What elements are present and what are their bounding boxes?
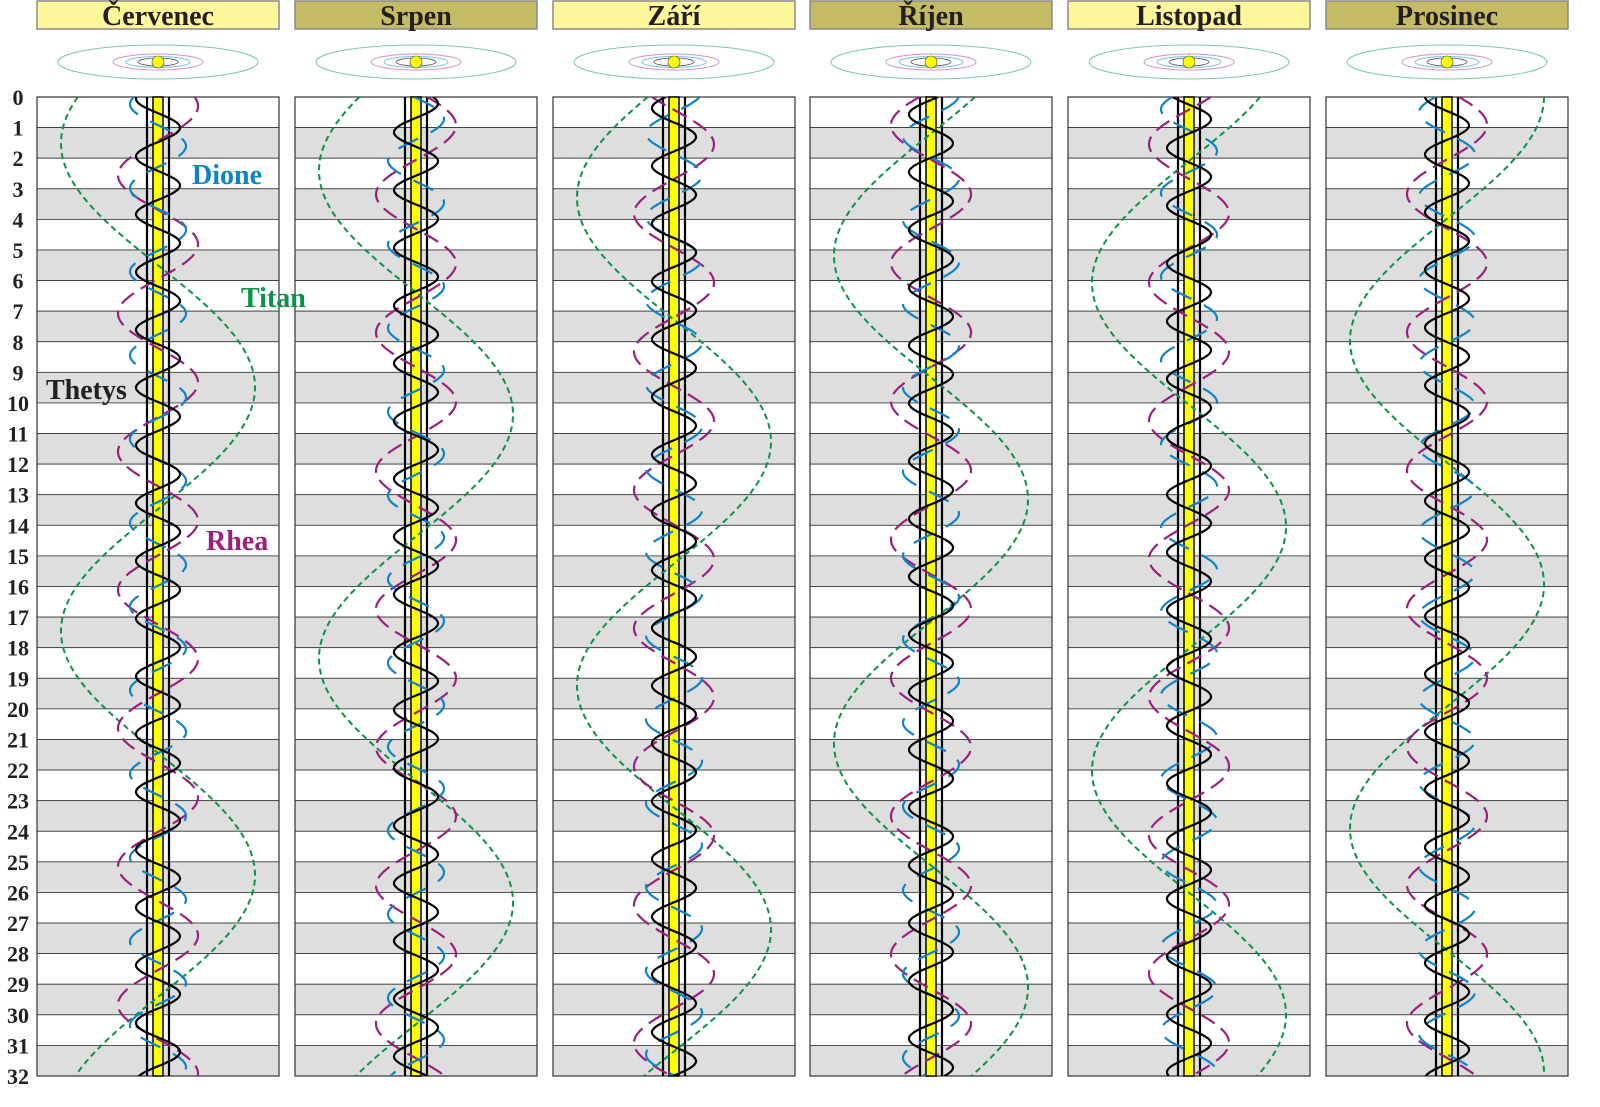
day-label: 28 (7, 942, 29, 967)
day-label: 4 (13, 207, 24, 232)
orbit-icon (57, 44, 259, 80)
moon-path-titan (833, 97, 1029, 1076)
day-label: 21 (7, 727, 29, 752)
month-panel-5 (1325, 96, 1569, 1077)
day-label: 1 (13, 116, 24, 141)
day-label: 31 (7, 1033, 29, 1058)
orbit-icon (573, 44, 775, 80)
day-label: 23 (7, 789, 29, 814)
moon-path-thetys (392, 97, 440, 1076)
moon-path-thetys (134, 97, 182, 1076)
day-label: 18 (7, 636, 29, 661)
month-header-3 (809, 0, 1053, 30)
moon-path-dione (1159, 97, 1219, 1076)
moon-path-titan (1349, 97, 1545, 1076)
month-header-0 (36, 0, 280, 30)
orbit-icon (1088, 44, 1290, 80)
day-label: 25 (7, 850, 29, 875)
day-label: 14 (7, 513, 29, 538)
moon-path-thetys (650, 97, 698, 1076)
day-label: 32 (7, 1064, 29, 1089)
moon-path-titan (318, 97, 514, 1076)
planet-icon (924, 55, 938, 69)
day-label: 0 (13, 85, 24, 110)
orbit-icon (1346, 44, 1548, 80)
month-panel-0 (36, 96, 280, 1077)
moon-path-rhea (1405, 97, 1489, 1076)
day-label: 8 (13, 330, 24, 355)
month-panel-2 (552, 96, 796, 1077)
month-panel-1 (294, 96, 538, 1077)
orbit-icon (315, 44, 517, 80)
moon-path-thetys (907, 97, 955, 1076)
day-label: 16 (7, 575, 29, 600)
day-label: 10 (7, 391, 29, 416)
day-label: 24 (7, 819, 29, 844)
moon-path-dione (1417, 97, 1477, 1076)
moon-path-dione (644, 97, 704, 1076)
day-label: 27 (7, 911, 29, 936)
moon-path-titan (1091, 97, 1287, 1076)
planet-icon (151, 55, 165, 69)
month-title: Prosinec (1396, 1, 1498, 32)
month-title: Říjen (898, 1, 964, 32)
moon-path-rhea (116, 97, 200, 1076)
day-label: 12 (7, 452, 29, 477)
month-title: Červenec (102, 1, 214, 32)
month-panel-4 (1067, 96, 1311, 1077)
planet-band (925, 96, 937, 1077)
day-label: 7 (13, 299, 24, 324)
month-title: Srpen (380, 1, 452, 32)
month-header-4 (1067, 0, 1311, 30)
day-label: 29 (7, 972, 29, 997)
day-label: 26 (7, 880, 29, 905)
moon-path-rhea (889, 97, 973, 1076)
day-label: 11 (8, 422, 29, 447)
month-header-1 (294, 0, 538, 30)
day-label: 22 (7, 758, 29, 783)
moon-label-titan: Titan (241, 283, 306, 314)
day-label: 20 (7, 697, 29, 722)
day-label: 19 (7, 666, 29, 691)
planet-icon (667, 55, 681, 69)
day-label: 15 (7, 544, 29, 569)
moon-path-dione (901, 97, 961, 1076)
planet-band (1183, 96, 1195, 1077)
planet-band (1441, 96, 1453, 1077)
planet-icon (409, 55, 423, 69)
moon-path-thetys (1165, 97, 1213, 1076)
planet-icon (1440, 55, 1454, 69)
day-label: 9 (13, 360, 24, 385)
day-label: 6 (13, 269, 24, 294)
moon-label-rhea: Rhea (206, 526, 268, 557)
month-panel-3 (809, 96, 1053, 1077)
orbit-icon (830, 44, 1032, 80)
month-header-5 (1325, 0, 1569, 30)
moon-path-thetys (1423, 97, 1471, 1076)
planet-band (410, 96, 422, 1077)
moon-path-rhea (374, 97, 458, 1076)
moon-label-thetys: Thetys (46, 375, 127, 406)
moon-path-rhea (632, 97, 716, 1076)
day-label: 5 (13, 238, 24, 263)
day-label: 2 (13, 146, 24, 171)
month-title: Listopad (1136, 1, 1242, 32)
moon-label-dione: Dione (192, 160, 262, 191)
day-label: 17 (7, 605, 29, 630)
planet-icon (1182, 55, 1196, 69)
moon-path-dione (128, 97, 188, 1076)
day-label: 30 (7, 1003, 29, 1028)
month-title: Září (648, 1, 702, 32)
day-label: 13 (7, 483, 29, 508)
moon-path-dione (386, 97, 446, 1076)
month-header-2 (552, 0, 796, 30)
moon-path-titan (576, 97, 772, 1076)
day-label: 3 (13, 177, 24, 202)
